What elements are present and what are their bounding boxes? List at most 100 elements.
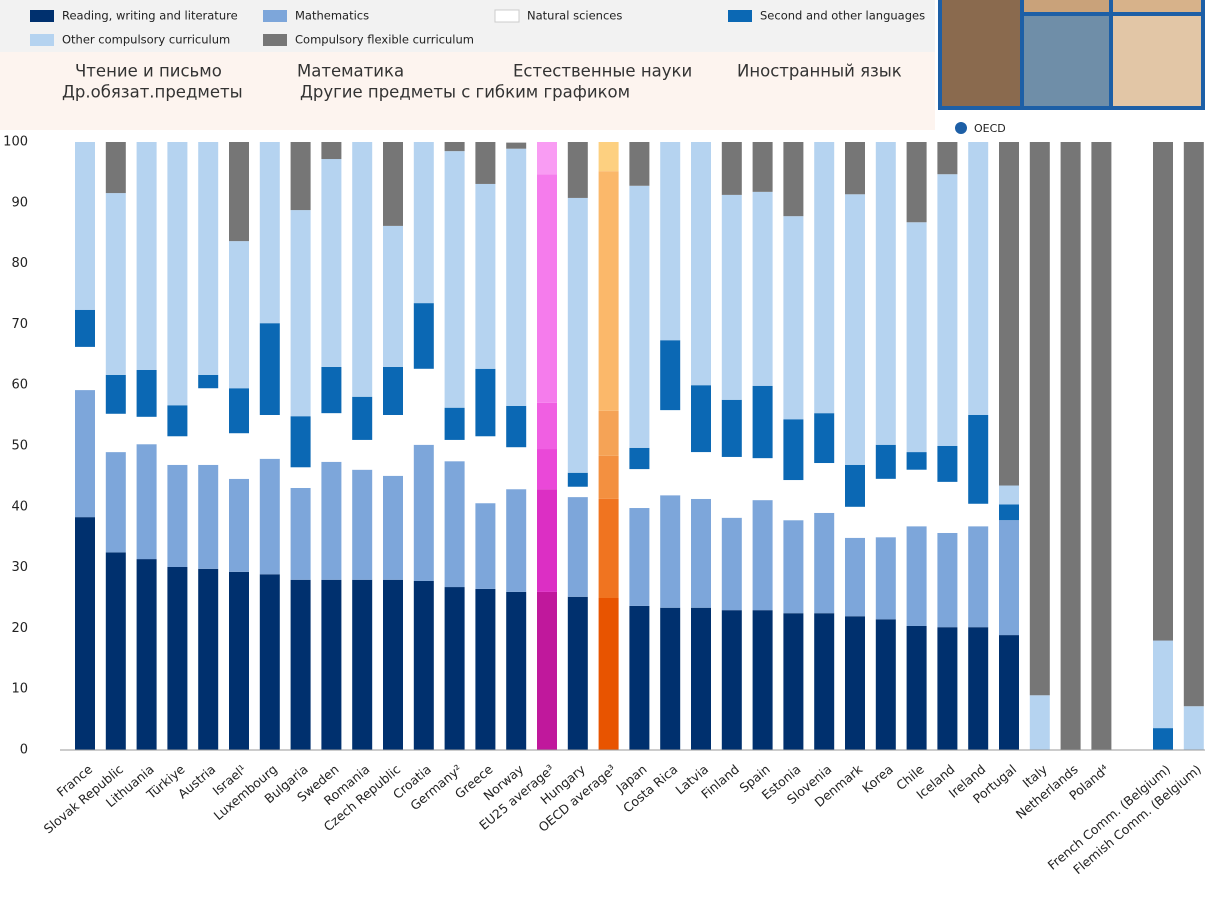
bar-segment <box>537 449 557 489</box>
bar-segment <box>198 465 218 569</box>
annotation: Чтение и письмо <box>75 62 222 81</box>
y-tick-label: 40 <box>11 499 28 514</box>
bar-segment <box>414 303 434 369</box>
bar-segment <box>599 142 619 171</box>
y-tick-label: 60 <box>11 378 28 393</box>
bar-segment <box>691 385 711 452</box>
bar-segment <box>937 142 957 174</box>
bar-segment <box>383 226 403 367</box>
bar-segment <box>1153 728 1173 750</box>
bar-segment <box>229 433 249 479</box>
bar-segment <box>383 142 403 226</box>
y-tick-label: 80 <box>11 256 28 271</box>
bar-segment <box>383 367 403 415</box>
bar-segment <box>475 503 495 589</box>
bar-segment <box>1030 695 1050 750</box>
bar-segment <box>907 222 927 452</box>
bar-segment <box>229 241 249 388</box>
bar-segment <box>845 142 865 194</box>
bar-segment <box>75 310 95 347</box>
bar-segment <box>506 143 526 149</box>
bar-segment <box>414 445 434 581</box>
bar-segment <box>137 417 157 444</box>
cover-photo <box>942 0 1020 106</box>
legend-swatch <box>495 10 519 22</box>
bar-segment <box>660 410 680 495</box>
bar-segment <box>260 415 280 459</box>
bar-segment <box>167 436 187 465</box>
y-tick-label: 70 <box>11 317 28 332</box>
bar-segment <box>75 347 95 390</box>
bar-segment <box>845 538 865 616</box>
bar-segment <box>599 456 619 499</box>
bar-segment <box>937 482 957 533</box>
bar-segment <box>414 581 434 750</box>
bar-segment <box>753 386 773 458</box>
cover-photo <box>1113 0 1201 12</box>
bar-segment <box>568 142 588 198</box>
bar-segment <box>876 619 896 750</box>
y-tick-label: 100 <box>3 135 28 150</box>
bar-segment <box>475 436 495 503</box>
bar-segment <box>537 403 557 449</box>
bar-segment <box>445 151 465 408</box>
bar-segment <box>167 465 187 567</box>
bar-segment <box>691 608 711 750</box>
bar-segment <box>845 194 865 465</box>
bar-segment <box>445 440 465 461</box>
bar-segment <box>229 388 249 433</box>
bar-segment <box>814 413 834 463</box>
bar-segment <box>814 463 834 513</box>
bar-segment <box>783 216 803 419</box>
bar-segment <box>414 369 434 445</box>
bar-segment <box>999 486 1019 505</box>
legend-label: Mathematics <box>295 9 369 23</box>
bar-segment <box>352 397 372 440</box>
bar-segment <box>814 513 834 613</box>
bar-segment <box>753 192 773 386</box>
y-tick-label: 90 <box>11 195 28 210</box>
bar-segment <box>198 388 218 465</box>
bar-segment <box>106 193 126 375</box>
bar-segment <box>722 610 742 750</box>
bar-segment <box>568 487 588 497</box>
bar-segment <box>937 533 957 627</box>
bar-segment <box>352 580 372 750</box>
bar-segment <box>445 142 465 151</box>
bar-segment <box>876 445 896 479</box>
bar-segment <box>783 419 803 480</box>
bar-segment <box>568 473 588 487</box>
legend-swatch <box>728 10 752 22</box>
bar-segment <box>568 597 588 750</box>
bar-segment <box>629 448 649 469</box>
bar-segment <box>629 508 649 606</box>
bar-segment <box>907 626 927 750</box>
bar-segment <box>137 370 157 417</box>
bar-segment <box>352 440 372 470</box>
bar-segment <box>137 559 157 750</box>
bar-segment <box>629 469 649 508</box>
bar-segment <box>445 587 465 750</box>
bar-segment <box>753 610 773 750</box>
logo-icon <box>955 122 967 134</box>
bar-segment <box>321 580 341 750</box>
bar-segment <box>106 414 126 452</box>
bar-segment <box>137 444 157 559</box>
bar-segment <box>599 598 619 750</box>
bar-segment <box>414 142 434 303</box>
bar-segment <box>475 369 495 436</box>
annotation: Математика <box>297 62 404 81</box>
bar-segment <box>291 416 311 467</box>
bar-segment <box>106 375 126 414</box>
bar-segment <box>568 198 588 473</box>
bar-segment <box>691 452 711 499</box>
bar-segment <box>321 413 341 462</box>
bar-segment <box>599 411 619 456</box>
legend-label: Reading, writing and literature <box>62 9 238 23</box>
bar-segment <box>660 340 680 410</box>
bar-segment <box>291 488 311 580</box>
bar-segment <box>629 606 649 750</box>
annotation: Иностранный язык <box>737 62 902 81</box>
bar-segment <box>937 627 957 750</box>
bar-segment <box>968 504 988 526</box>
